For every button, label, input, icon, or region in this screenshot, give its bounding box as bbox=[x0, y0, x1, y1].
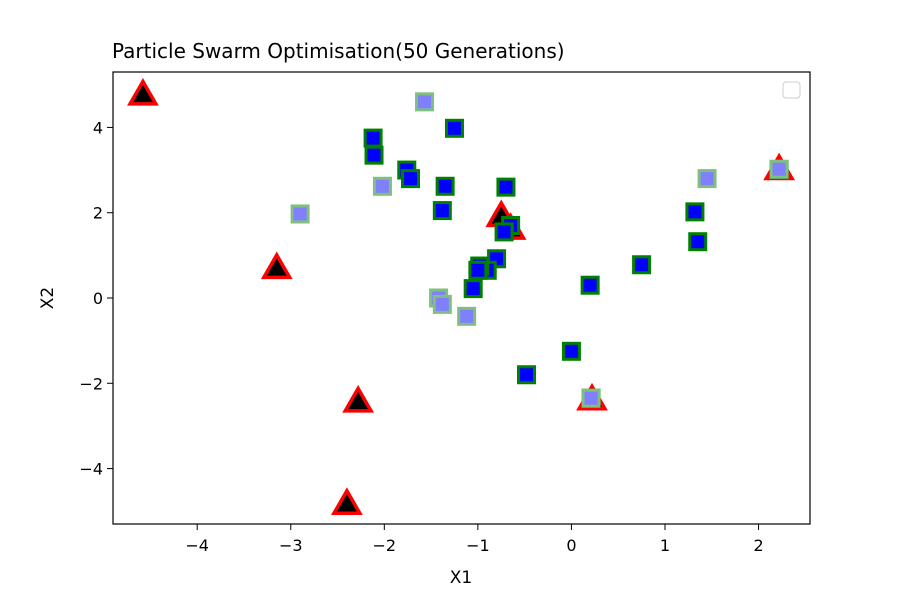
x-axis-ticks: −4 −3 −2 −1 0 1 2 bbox=[185, 524, 764, 555]
y-tick-label: −2 bbox=[79, 374, 103, 393]
y-axis-ticks: −4 −2 0 2 4 bbox=[79, 118, 113, 479]
square-point bbox=[561, 341, 581, 361]
square-point bbox=[769, 159, 789, 179]
x-tick-label: 0 bbox=[566, 536, 576, 555]
triangle-point bbox=[342, 384, 375, 413]
square-point bbox=[496, 177, 516, 197]
square-point bbox=[468, 260, 488, 280]
square-point bbox=[363, 128, 383, 148]
square-point bbox=[457, 306, 477, 326]
square-point bbox=[463, 279, 483, 299]
x-tick-label: −3 bbox=[279, 536, 303, 555]
square-point bbox=[415, 92, 435, 112]
x-tick-label: 1 bbox=[660, 536, 670, 555]
x-tick-label: −4 bbox=[185, 536, 209, 555]
y-tick-label: 2 bbox=[93, 204, 103, 223]
y-axis-label: X2 bbox=[38, 287, 58, 309]
square-point bbox=[688, 232, 708, 252]
x-tick-label: 2 bbox=[753, 536, 763, 555]
square-point bbox=[372, 176, 392, 196]
square-point bbox=[444, 118, 464, 138]
triangle-point bbox=[127, 77, 159, 106]
data-marks bbox=[127, 77, 796, 515]
chart-title: Particle Swarm Optimisation(50 Generatio… bbox=[112, 39, 565, 63]
y-tick-label: 0 bbox=[93, 289, 103, 308]
square-point bbox=[517, 365, 537, 385]
triangle-point bbox=[330, 487, 363, 515]
square-point bbox=[432, 201, 452, 221]
square-point bbox=[401, 169, 421, 189]
square-point bbox=[580, 275, 600, 295]
square-point bbox=[697, 169, 717, 189]
square-point bbox=[290, 204, 310, 224]
square-point bbox=[432, 294, 452, 314]
x-axis-label: X1 bbox=[450, 568, 472, 588]
series-2 bbox=[290, 92, 789, 408]
square-point bbox=[632, 255, 652, 275]
square-point bbox=[685, 202, 705, 222]
x-tick-label: −1 bbox=[466, 536, 490, 555]
y-tick-label: 4 bbox=[93, 118, 103, 137]
square-point bbox=[364, 145, 384, 165]
square-point bbox=[435, 176, 455, 196]
triangle-point bbox=[260, 251, 293, 280]
x-tick-label: −2 bbox=[373, 536, 397, 555]
legend-box bbox=[782, 81, 801, 99]
square-point bbox=[494, 222, 514, 242]
square-point bbox=[581, 388, 601, 408]
y-tick-label: −4 bbox=[79, 460, 103, 479]
